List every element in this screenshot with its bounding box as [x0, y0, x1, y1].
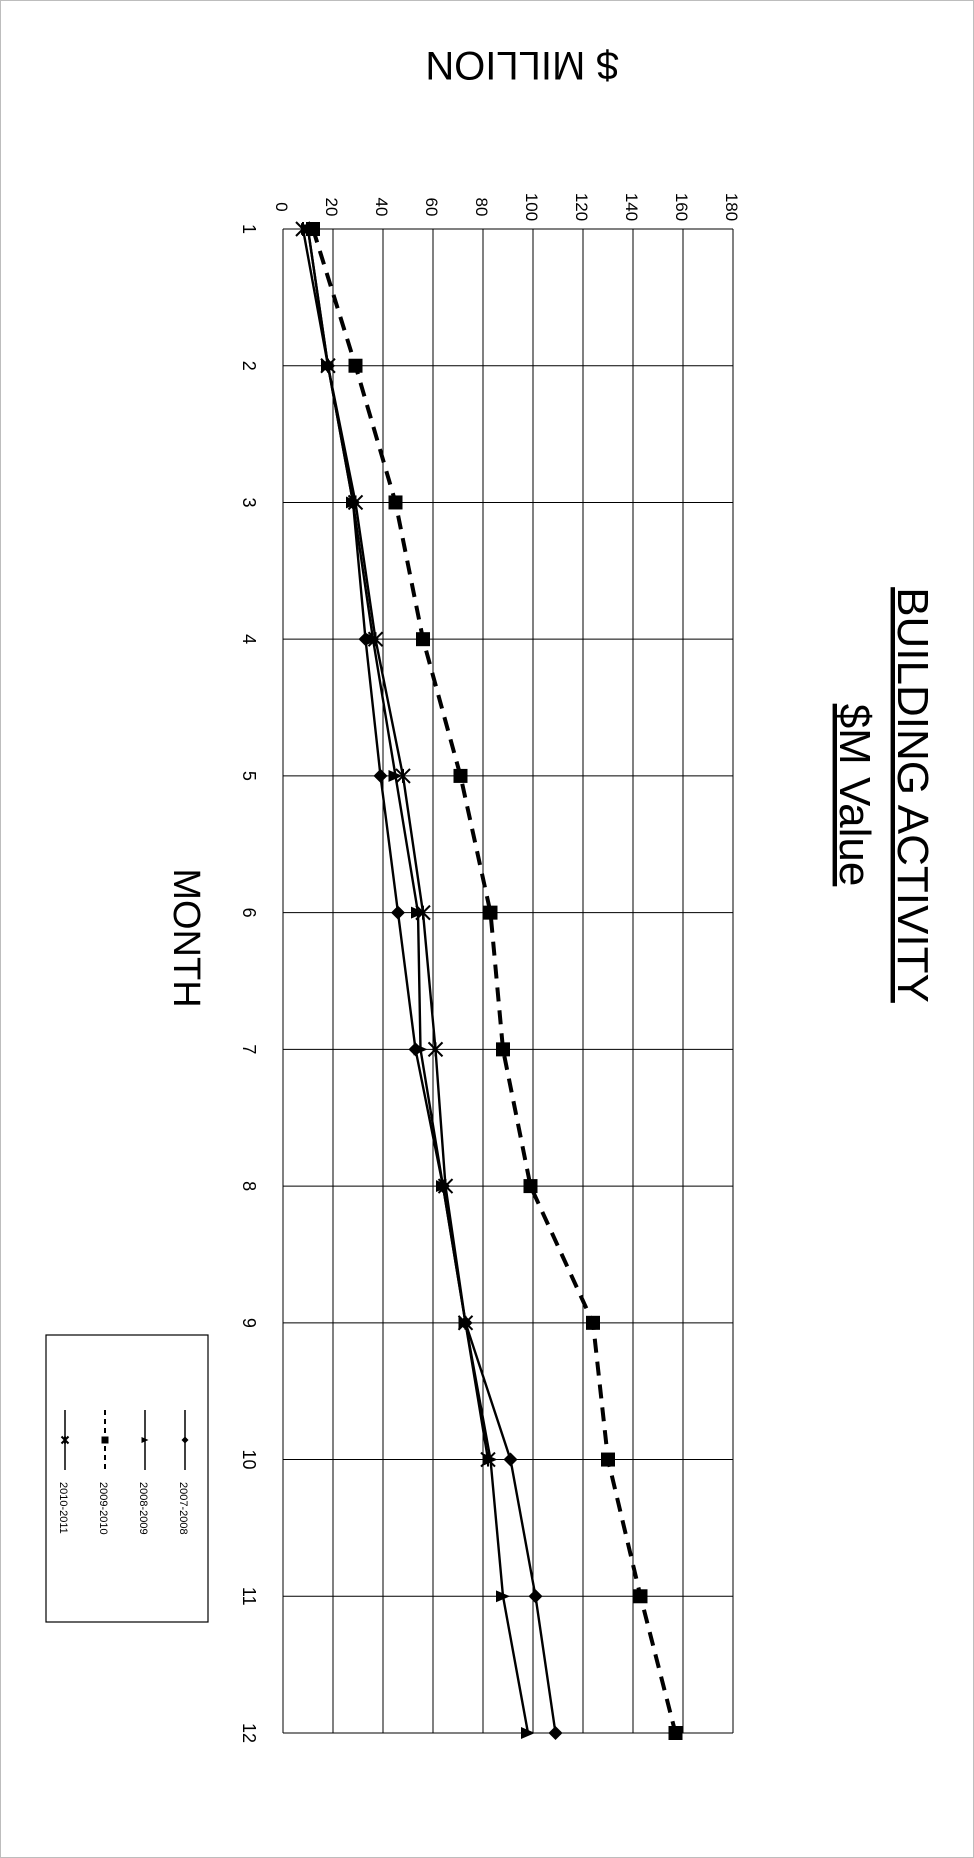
x-tick-label: 12: [239, 1723, 259, 1743]
legend: 2007-2008 2008-2009 2009-2010 2010-2011: [45, 1334, 209, 1623]
x-tick-label: 9: [239, 1318, 259, 1328]
legend-box: [45, 1334, 209, 1623]
x-axis-label: MONTH: [165, 868, 207, 1007]
data-point: [416, 632, 430, 647]
data-point: [427, 1041, 444, 1058]
data-point: [320, 358, 336, 374]
data-point: [388, 495, 403, 510]
x-tick-label: 2: [239, 361, 259, 371]
data-point: [395, 768, 411, 784]
y-tick-label: 140: [622, 193, 641, 221]
legend-marker: [141, 1437, 149, 1443]
x-tick-label: 6: [239, 908, 259, 918]
y-tick-label: 120: [572, 193, 591, 221]
y-tick-label: 20: [322, 198, 341, 217]
data-point: [367, 631, 384, 647]
data-point: [366, 633, 380, 646]
data-point: [415, 904, 431, 921]
x-tick-label: 1: [239, 224, 259, 234]
data-point: [483, 905, 498, 920]
x-tick-label: 4: [239, 634, 259, 644]
data-point: [373, 768, 388, 783]
data-point: [633, 1589, 648, 1604]
data-point: [436, 1180, 450, 1193]
data-point: [391, 905, 405, 920]
x-tick-label: 11: [239, 1587, 259, 1606]
legend-marker: [60, 1435, 70, 1445]
data-point: [347, 494, 364, 511]
data-point: [480, 1451, 496, 1468]
y-tick-label: 160: [672, 193, 691, 221]
x-tick-label: 3: [239, 497, 259, 507]
chart-title: BUILDING ACTIVITY: [888, 587, 937, 1003]
data-point: [457, 1315, 474, 1331]
series-line: [301, 228, 490, 1460]
legend-label: 2007-2008: [177, 1482, 189, 1535]
x-tick-label: 10: [239, 1450, 259, 1470]
data-point: [586, 1315, 600, 1330]
legend-marker: [181, 1436, 189, 1444]
series-layer: [295, 221, 683, 1740]
x-tick-label: 5: [239, 771, 259, 781]
data-point: [496, 1590, 510, 1603]
data-point: [521, 1727, 535, 1739]
y-tick-label: 100: [522, 193, 541, 221]
data-point: [388, 769, 403, 782]
data-point: [346, 496, 360, 509]
series-line: [306, 228, 530, 1734]
legend-label: 2008-2009: [137, 1482, 149, 1535]
data-point: [668, 1726, 683, 1740]
legend-marker: [101, 1436, 109, 1444]
series-2010-2011: [295, 221, 496, 1468]
series-2009-2010: [306, 222, 683, 1740]
data-point: [601, 1452, 615, 1467]
legend-entry: 2010-2011: [57, 1410, 70, 1534]
y-axis-label: $ MILLION: [425, 43, 618, 87]
legend-label: 2010-2011: [57, 1482, 69, 1534]
grid-lines: [282, 228, 734, 1734]
y-tick-label: 0: [272, 202, 291, 211]
data-point: [348, 358, 363, 373]
y-tick-label: 180: [722, 193, 741, 221]
y-tick-label: 40: [372, 198, 391, 217]
legend-entry: 2007-2008: [177, 1410, 189, 1535]
chart-subtitle: $M Value: [830, 704, 879, 887]
data-point: [523, 1179, 538, 1194]
legend-entry: 2008-2009: [137, 1410, 149, 1535]
y-tick-label: 60: [422, 198, 441, 217]
series-2008-2009: [301, 223, 535, 1739]
x-tick-label: 7: [239, 1044, 259, 1054]
data-point: [295, 221, 311, 237]
y-tick-label: 80: [472, 198, 491, 217]
legend-entry: 2009-2010: [97, 1410, 109, 1535]
series-2007-2008: [301, 222, 563, 1740]
series-line: [311, 228, 678, 1734]
data-point: [413, 1043, 428, 1056]
data-point: [306, 222, 320, 236]
data-point: [411, 906, 425, 919]
x-tick-label: 8: [239, 1181, 259, 1191]
data-point: [548, 1726, 563, 1740]
data-point: [496, 1042, 510, 1057]
data-point: [503, 1452, 518, 1467]
legend-label: 2009-2010: [97, 1482, 109, 1535]
data-point: [528, 1589, 543, 1604]
data-point: [437, 1178, 454, 1194]
data-point: [453, 768, 468, 783]
